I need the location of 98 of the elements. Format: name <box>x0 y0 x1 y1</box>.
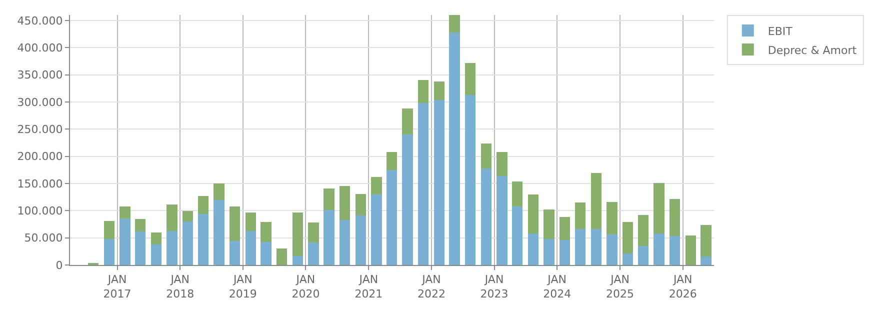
bar <box>512 206 523 265</box>
y-tick-label: 0 <box>56 258 63 272</box>
bar <box>528 233 538 265</box>
bar <box>324 188 334 210</box>
bar <box>182 222 194 265</box>
bar <box>606 202 618 235</box>
bar <box>245 230 256 265</box>
y-tick-label: 350.000 <box>17 68 63 82</box>
bar <box>308 222 319 243</box>
bar <box>638 215 648 246</box>
bar <box>198 214 208 265</box>
bar <box>669 199 680 236</box>
bar <box>685 236 696 265</box>
bar <box>654 233 664 265</box>
x-tick-label: JAN 2021 <box>354 273 383 300</box>
y-tick-label: 100.000 <box>17 204 63 218</box>
y-tick-label: 300.000 <box>17 96 63 109</box>
bar <box>260 222 272 242</box>
bar <box>386 170 398 265</box>
x-tick-label: JAN 2019 <box>228 273 257 300</box>
bar <box>150 244 162 265</box>
bar <box>104 238 115 265</box>
bar <box>229 206 240 242</box>
bar <box>150 232 162 244</box>
x-tick-label: JAN 2018 <box>166 273 194 300</box>
bar <box>402 134 413 265</box>
bar <box>590 173 602 230</box>
bar <box>574 229 586 265</box>
bar <box>434 81 445 100</box>
bar <box>622 254 634 265</box>
bar <box>371 194 382 265</box>
y-tick-label: 200.000 <box>17 150 63 164</box>
bar <box>324 210 334 265</box>
bar <box>166 204 178 231</box>
x-tick-label: JAN 2017 <box>103 273 132 300</box>
bar <box>308 242 319 265</box>
y-tick-label: 450.000 <box>17 14 63 28</box>
bar <box>182 211 194 222</box>
bar <box>560 217 570 240</box>
bar <box>292 256 303 265</box>
bar <box>418 103 429 265</box>
bar <box>386 152 398 170</box>
bar <box>496 152 508 176</box>
bar <box>465 94 476 265</box>
bar <box>198 196 208 214</box>
bar <box>544 238 554 265</box>
y-tick-label: 150.000 <box>17 177 63 190</box>
bar <box>214 183 224 200</box>
bar <box>371 176 382 194</box>
bar <box>339 186 350 220</box>
bar <box>669 236 680 265</box>
bar <box>544 210 554 239</box>
bar <box>135 231 146 265</box>
bar <box>700 224 712 256</box>
bar <box>654 182 664 234</box>
bar <box>434 100 445 265</box>
x-tick-label: JAN 2025 <box>606 273 634 300</box>
bar <box>700 256 712 265</box>
bar <box>339 220 350 265</box>
bar <box>638 246 648 265</box>
bar <box>120 206 130 218</box>
bar <box>292 212 303 256</box>
bar <box>229 241 240 265</box>
y-tick-label: 50.000 <box>24 232 63 245</box>
x-tick-label: JAN 2020 <box>292 273 320 300</box>
legend-label: Deprec & Amort <box>768 44 858 57</box>
bar <box>496 176 508 265</box>
bar <box>528 194 538 234</box>
bar <box>166 230 178 265</box>
bar <box>560 240 570 265</box>
bar <box>214 200 224 265</box>
bar <box>260 242 272 265</box>
x-tick-label: JAN 2024 <box>543 273 572 300</box>
bar <box>622 222 634 254</box>
bar <box>480 143 492 168</box>
y-tick-label: 250.000 <box>17 122 63 136</box>
bar <box>465 62 476 95</box>
bar <box>276 248 288 265</box>
bar <box>480 168 492 265</box>
bar <box>590 229 602 265</box>
x-tick-label: JAN 2023 <box>480 273 508 300</box>
bar <box>355 216 366 265</box>
bar <box>606 234 618 265</box>
bar <box>245 212 256 231</box>
bar <box>574 202 586 230</box>
legend-label: EBIT <box>768 24 793 38</box>
bar <box>449 32 460 265</box>
bar <box>512 181 523 206</box>
bar <box>355 194 366 216</box>
y-tick-label: 400.000 <box>17 41 63 54</box>
x-tick-label: JAN 2022 <box>417 273 446 300</box>
bar <box>402 108 413 135</box>
bar <box>104 220 115 239</box>
bar <box>418 80 429 104</box>
bar <box>120 218 130 265</box>
bar <box>135 218 146 232</box>
x-tick-label: JAN 2026 <box>668 273 697 300</box>
bar <box>449 15 460 32</box>
